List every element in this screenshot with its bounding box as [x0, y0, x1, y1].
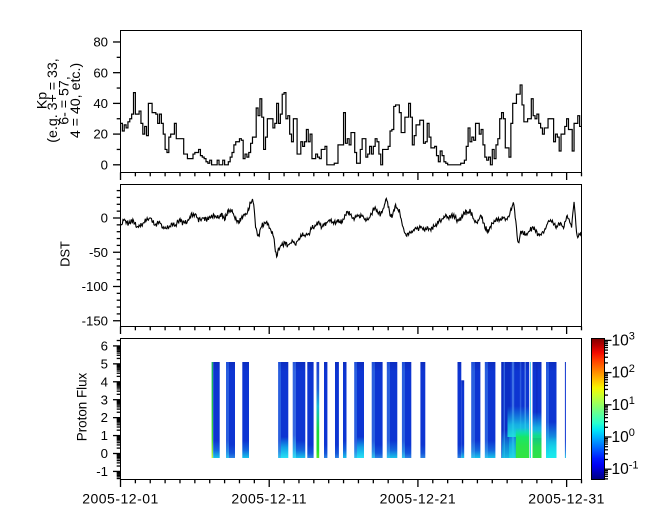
- svg-text:10-1: 10-1: [612, 459, 639, 478]
- svg-text:0: 0: [101, 446, 108, 461]
- svg-text:Proton Flux: Proton Flux: [75, 372, 90, 441]
- svg-text:101: 101: [612, 395, 635, 414]
- svg-text:-50: -50: [89, 245, 108, 260]
- svg-text:2005-12-11: 2005-12-11: [231, 491, 307, 507]
- svg-text:2005-12-31: 2005-12-31: [528, 491, 605, 507]
- svg-text:0: 0: [101, 157, 108, 172]
- svg-text:4: 4: [101, 374, 108, 389]
- svg-text:-150: -150: [82, 313, 108, 328]
- svg-text:Kp: Kp: [35, 92, 51, 109]
- svg-text:-100: -100: [82, 279, 108, 294]
- svg-text:6: 6: [101, 339, 108, 354]
- svg-text:3: 3: [101, 392, 108, 407]
- svg-text:0: 0: [101, 211, 108, 226]
- svg-text:40: 40: [93, 96, 108, 111]
- svg-text:-1: -1: [96, 464, 108, 479]
- svg-text:20: 20: [93, 127, 108, 142]
- svg-text:5: 5: [101, 357, 108, 372]
- svg-text:(e.g. 3+ = 33,: (e.g. 3+ = 33,: [45, 58, 61, 142]
- svg-text:60: 60: [93, 65, 108, 80]
- svg-text:4 = 40, etc.): 4 = 40, etc.): [68, 63, 84, 138]
- svg-text:2005-12-01: 2005-12-01: [82, 491, 159, 507]
- svg-text:2: 2: [101, 410, 108, 425]
- svg-text:DST: DST: [58, 241, 73, 267]
- svg-text:1: 1: [101, 428, 108, 443]
- svg-text:2005-12-21: 2005-12-21: [380, 491, 457, 507]
- svg-text:102: 102: [612, 363, 635, 382]
- svg-text:80: 80: [93, 35, 108, 50]
- svg-text:6- = 57,: 6- = 57,: [57, 76, 73, 125]
- svg-text:100: 100: [612, 427, 635, 446]
- svg-text:103: 103: [612, 331, 635, 350]
